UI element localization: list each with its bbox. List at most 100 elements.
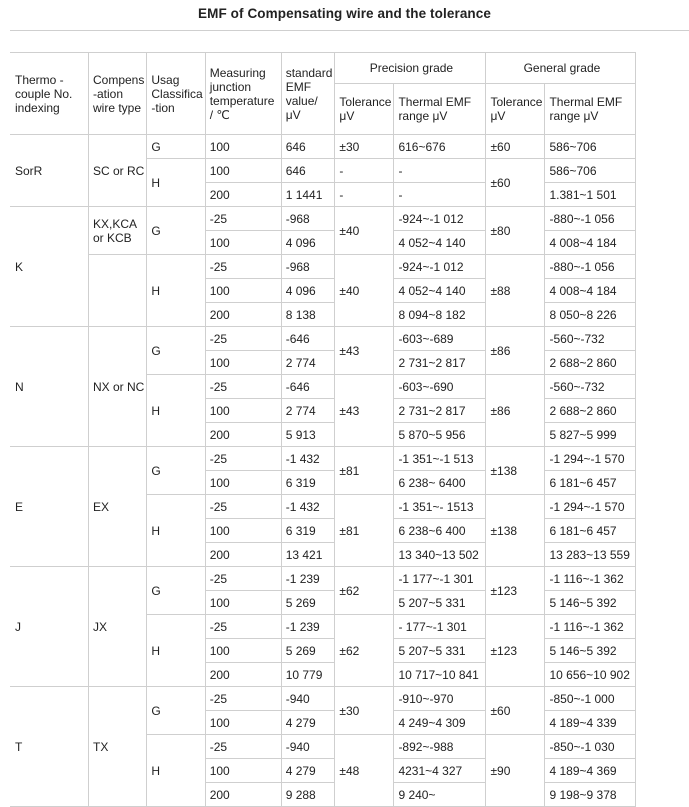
wire-type-cell: SC or RC [87,134,148,207]
precision-range-cell: 2 731~2 817 [393,398,487,423]
temp-cell: 100 [204,470,282,495]
wire-type-cell: KX,KCA or KCB [87,206,148,255]
general-range-cell: 10 656~10 902 [544,662,637,687]
precision-tol-cell: ±43 [334,326,395,375]
table-row: 100 4 279 4231~4 327 4 189~4 369 [11,758,637,783]
temp-cell: -25 [204,254,282,279]
header-precision-range: Thermal EMF range μV [393,83,487,135]
precision-range-cell: 4231~4 327 [393,758,487,783]
wire-type-cell-empty [87,254,148,327]
table-row: 200 13 421 13 340~13 502 13 283~13 559 [11,542,637,567]
precision-tol-cell: ±48 [334,734,395,807]
table-row: H -25 -646 ±43 -603~-690 ±86 -560~-732 [11,374,637,447]
thermocouple-cell: SorR [10,134,89,207]
std-cell: 4 096 [280,230,336,255]
table-row: E EX G -25 -1 432 ±81 -1 351~-1 513 ±138… [10,446,637,567]
wire-type-cell: TX [87,686,148,807]
header-general-tolerance: Tolerance μV [485,83,546,135]
thermocouple-cell: E [10,446,89,567]
precision-tol-cell: ±30 [334,134,395,159]
std-cell: 2 774 [280,398,336,423]
temp-cell: 200 [204,542,282,567]
precision-range-cell: 9 240~ [393,782,487,807]
temp-cell: -25 [204,446,282,471]
std-cell: 5 913 [280,422,336,447]
temp-cell: -25 [204,686,282,711]
temp-cell: 100 [204,710,282,735]
precision-tol-cell: ±40 [334,254,395,327]
temp-cell: -25 [204,614,282,639]
general-range-cell: -1 294~-1 570 [544,446,637,471]
precision-range-cell: -603~-690 [393,374,487,399]
precision-range-cell: -924~-1 012 [393,206,487,231]
general-range-cell: 6 181~6 457 [544,518,637,543]
std-cell: -1 239 [280,614,336,639]
temp-cell: 100 [204,230,282,255]
std-cell: 4 096 [280,278,336,303]
general-tol-cell: ±60 [485,134,546,159]
precision-range-cell: 6 238~ 6400 [393,470,487,495]
precision-tol-cell: ±40 [334,206,395,255]
general-tol-cell: ±80 [485,206,546,255]
precision-range-cell: 5 207~5 331 [393,590,487,615]
header-temperature: Measuring junction temperature / ℃ [204,52,282,135]
header-thermocouple: Thermo -couple No. indexing [10,52,89,135]
precision-tol-cell: - [334,182,395,207]
wire-type-cell: JX [87,566,148,687]
temp-cell: -25 [204,566,282,591]
precision-range-cell: 5 207~5 331 [393,638,487,663]
precision-range-cell: 616~676 [393,134,487,159]
std-cell: 646 [280,134,336,159]
std-cell: 2 774 [280,350,336,375]
header-general-grade: General grade [485,52,637,84]
table-row: H 100 646 - - ±60 586~706 [11,158,637,207]
precision-range-cell: - [393,182,487,207]
class-cell: G [146,326,206,375]
general-range-cell: 5 827~5 999 [544,422,637,447]
std-cell: -646 [280,326,336,351]
header-usage: Usag Classifica -tion [146,52,206,135]
precision-range-cell: -892~-988 [393,734,487,759]
general-range-cell: -1 294~-1 570 [544,494,637,519]
std-cell: 1 1441 [280,182,336,207]
general-range-cell: -880~-1 056 [544,254,637,279]
table-row: 200 8 138 8 094~8 182 8 050~8 226 [11,302,637,327]
general-tol-cell: ±90 [485,734,546,807]
class-cell: H [146,494,206,567]
general-tol-cell: ±123 [485,614,546,687]
class-cell: G [146,206,206,255]
general-range-cell: 5 146~5 392 [544,638,637,663]
header-general-range: Thermal EMF range μV [544,83,637,135]
general-range-cell: 6 181~6 457 [544,470,637,495]
temp-cell: 100 [204,134,282,159]
std-cell: 8 138 [280,302,336,327]
std-cell: 5 269 [280,638,336,663]
precision-range-cell: 2 731~2 817 [393,350,487,375]
std-cell: -1 432 [280,446,336,471]
temp-cell: 200 [204,782,282,807]
temp-cell: 100 [204,638,282,663]
table-row: 100 6 319 6 238~ 6400 6 181~6 457 [11,470,637,495]
general-tol-cell: ±86 [485,326,546,375]
temp-cell: 100 [204,350,282,375]
std-cell: -940 [280,686,336,711]
general-range-cell: -850~-1 030 [544,734,637,759]
table-row: K KX,KCA or KCB G -25 -968 ±40 -924~-1 0… [10,206,637,327]
temp-cell: -25 [204,206,282,231]
header-wire-type: Compens -ation wire type [87,52,148,135]
thermocouple-cell: N [10,326,89,447]
general-range-cell: 13 283~13 559 [544,542,637,567]
header-standard-emf: standard EMF value/μV [280,52,336,135]
table-row: 200 5 913 5 870~5 956 5 827~5 999 [11,422,637,447]
general-range-cell: -880~-1 056 [544,206,637,231]
general-range-cell: 586~706 [544,134,637,159]
std-cell: 4 279 [280,710,336,735]
class-cell: H [146,158,206,207]
table-row: H -25 -968 ±40 -924~-1 012 ±88 -880~-1 0… [11,254,637,327]
table-row: SorR SC or RC G 100 646 ±30 616~676 ±60 … [10,134,637,207]
precision-range-cell: - 177~-1 301 [393,614,487,639]
general-range-cell: 5 146~5 392 [544,590,637,615]
class-cell: H [146,374,206,447]
general-tol-cell: ±123 [485,566,546,615]
title-divider [10,30,689,31]
